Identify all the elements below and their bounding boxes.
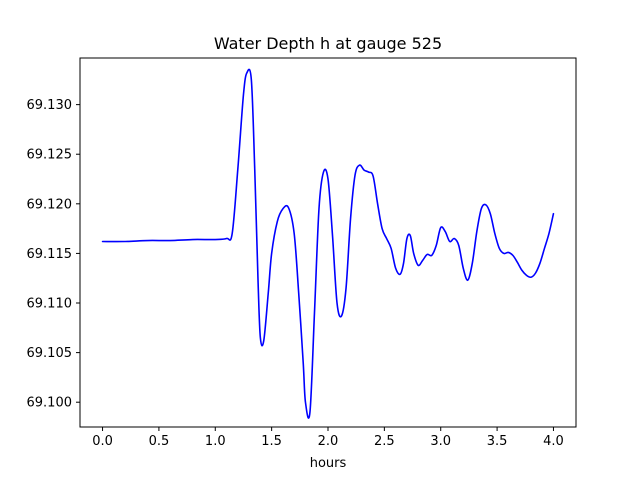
x-tick-label: 0.5 (149, 434, 170, 449)
y-tick-label: 69.100 (27, 396, 73, 411)
x-tick-label: 2.5 (374, 434, 395, 449)
chart-title: Water Depth h at gauge 525 (214, 34, 442, 53)
x-tick-label: 1.5 (261, 434, 282, 449)
y-axis-ticks: 69.100 69.105 69.110 69.115 69.120 69.125 69.1… (27, 98, 80, 411)
water-depth-series-line (101, 68, 555, 419)
plot-area-frame (79, 57, 577, 428)
y-tick-label: 69.130 (27, 98, 73, 113)
x-tick-label: 3.5 (487, 434, 508, 449)
x-axis-label: hours (310, 456, 347, 471)
x-tick-label: 4.0 (543, 434, 564, 449)
y-tick-label: 69.125 (27, 148, 73, 163)
x-axis-ticks: 0.0 0.5 1.0 1.5 2.0 2.5 3.0 3.5 4.0 (92, 427, 564, 449)
y-tick-label: 69.115 (27, 247, 73, 262)
x-tick-label: 1.0 (205, 434, 226, 449)
x-tick-label: 2.0 (318, 434, 339, 449)
y-tick-label: 69.120 (27, 197, 73, 212)
x-tick-label: 0.0 (92, 434, 113, 449)
y-tick-label: 69.110 (27, 297, 73, 312)
y-tick-label: 69.105 (27, 346, 73, 361)
x-tick-label: 3.0 (430, 434, 451, 449)
